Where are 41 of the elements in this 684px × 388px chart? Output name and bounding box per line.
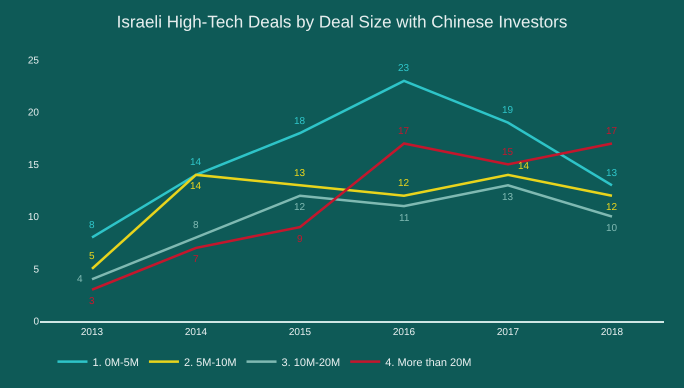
x-tick-label: 2017: [496, 326, 520, 338]
y-tick-label: 5: [33, 264, 40, 276]
y-tick-label: 25: [28, 56, 40, 66]
legend-label: 3. 10M-20M: [282, 356, 340, 369]
data-label: 12: [606, 202, 618, 213]
data-label: 5: [89, 251, 95, 262]
y-tick-label: 10: [28, 212, 40, 224]
y-tick-label: 0: [33, 316, 40, 328]
data-label: 17: [606, 126, 618, 137]
y-tick-label: 15: [28, 160, 40, 171]
data-label: 15: [502, 147, 514, 158]
data-label: 18: [294, 116, 306, 127]
legend-label: 4. More than 20M: [385, 356, 472, 369]
data-label: 8: [193, 220, 199, 231]
data-label: 9: [297, 234, 303, 245]
data-label: 3: [89, 296, 95, 307]
data-label: 10: [606, 223, 618, 234]
data-label: 14: [190, 157, 202, 168]
data-label: 4: [77, 274, 83, 285]
data-label: 14: [518, 161, 530, 172]
data-label: 12: [398, 178, 410, 189]
data-label: 7: [193, 254, 199, 265]
data-label: 8: [89, 220, 95, 231]
x-tick-label: 2013: [80, 326, 104, 338]
data-label: 11: [399, 213, 410, 224]
legend-label: 2. 5M-10M: [184, 356, 237, 369]
x-tick-label: 2016: [392, 326, 416, 338]
data-label: 12: [294, 202, 306, 213]
data-label: 13: [294, 168, 306, 179]
legend-label: 1. 0M-5M: [92, 356, 139, 369]
x-tick-label: 2018: [600, 326, 624, 338]
data-label: 13: [606, 168, 618, 179]
chart-title: Israeli High-Tech Deals by Deal Size with Chinese Investors: [116, 12, 568, 32]
data-label: 23: [398, 63, 410, 74]
data-label: 17: [398, 126, 410, 137]
x-tick-label: 2015: [288, 326, 312, 338]
data-label: 14: [190, 181, 202, 192]
data-label: 19: [502, 105, 514, 116]
data-label: 13: [502, 192, 514, 203]
y-tick-label: 20: [28, 108, 40, 119]
x-tick-label: 2014: [184, 326, 208, 338]
